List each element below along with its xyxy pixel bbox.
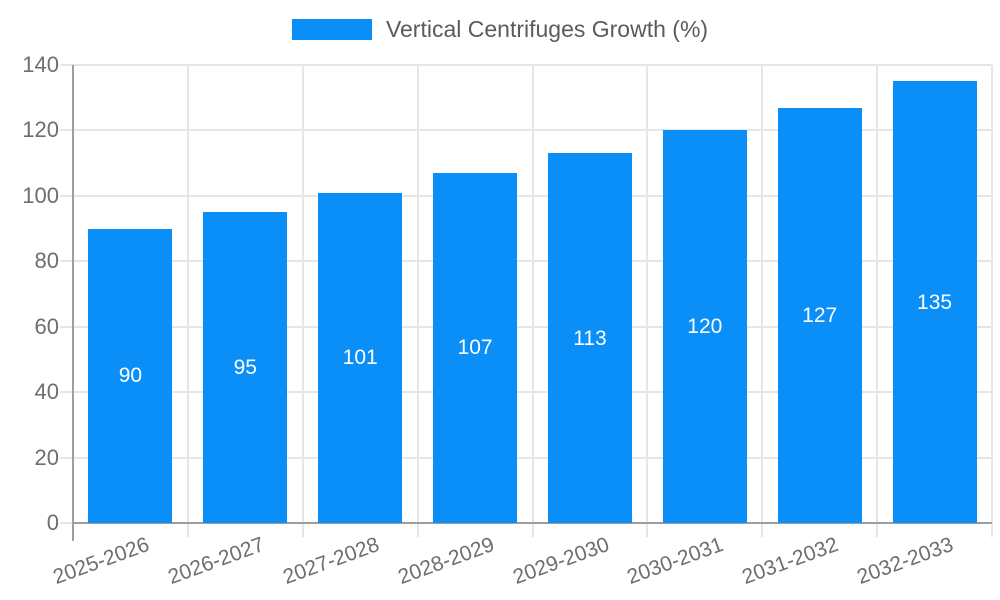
- bar[interactable]: 90: [88, 228, 173, 523]
- legend-item[interactable]: Vertical Centrifuges Growth (%): [291, 16, 709, 43]
- bar[interactable]: 95: [203, 212, 288, 523]
- bar[interactable]: 120: [662, 130, 747, 523]
- bar[interactable]: 101: [318, 192, 403, 523]
- y-tick-mark: [60, 260, 73, 263]
- x-gridline: [761, 65, 764, 537]
- x-tick-label: 2027-2028: [279, 533, 383, 589]
- x-tick-label: 2026-2027: [164, 533, 268, 589]
- bar-value-label: 120: [687, 315, 723, 339]
- x-gridline: [646, 65, 649, 537]
- x-gridline: [416, 65, 419, 537]
- y-tick-label: 140: [22, 52, 59, 77]
- x-tick-label: 2032-2033: [854, 533, 957, 589]
- x-tick-label: 2028-2029: [394, 533, 497, 589]
- y-gridline: [73, 194, 992, 197]
- y-tick-mark: [60, 325, 73, 328]
- y-tick-label: 80: [34, 248, 59, 274]
- y-tick-mark: [60, 129, 73, 132]
- legend-swatch-icon: [291, 19, 372, 40]
- bar-value-label: 90: [118, 364, 143, 388]
- y-gridline: [73, 456, 992, 459]
- bar[interactable]: 113: [547, 153, 632, 523]
- x-tick-label: 2030-2031: [624, 533, 727, 589]
- x-gridline: [301, 65, 304, 537]
- x-tick-label: 2025-2026: [50, 533, 153, 589]
- y-gridline: [73, 391, 992, 394]
- x-axis-baseline: [73, 522, 992, 524]
- y-tick-label: 100: [22, 182, 59, 208]
- y-gridline: [73, 260, 992, 263]
- y-tick-mark: [60, 64, 73, 66]
- x-gridline: [186, 65, 189, 537]
- bar[interactable]: 135: [892, 81, 977, 523]
- legend-label: Vertical Centrifuges Growth (%): [385, 16, 709, 42]
- y-tick-label: 20: [34, 444, 59, 470]
- y-tick-mark: [60, 194, 73, 197]
- y-gridline: [73, 129, 992, 132]
- plot-area: 0 20 40 60 80 100 120 140 90 2025-2026 95 2026-2027…: [22, 52, 993, 589]
- x-gridline: [991, 65, 993, 537]
- y-gridline: [73, 325, 992, 328]
- y-tick-mark: [60, 456, 73, 459]
- bar-value-label: 95: [233, 356, 257, 380]
- bar[interactable]: 107: [433, 172, 518, 523]
- x-tick-label: 2031-2032: [739, 533, 842, 589]
- y-tick-label: 60: [34, 313, 59, 339]
- y-tick-label: 40: [34, 379, 59, 405]
- y-tick-mark: [60, 522, 73, 524]
- y-tick-label: 120: [22, 117, 59, 143]
- bar-value-label: 101: [342, 346, 378, 370]
- y-tick-label: 0: [46, 510, 59, 535]
- x-gridline: [876, 65, 879, 537]
- y-tick-mark: [60, 391, 73, 394]
- bar-value-label: 135: [917, 290, 953, 314]
- bar-value-label: 107: [457, 336, 493, 360]
- bar-value-label: 113: [573, 326, 607, 350]
- bar-value-label: 127: [802, 303, 838, 327]
- legend: Vertical Centrifuges Growth (%): [0, 16, 1000, 43]
- bar[interactable]: 127: [777, 107, 862, 523]
- y-gridline: [73, 64, 992, 66]
- y-axis-line: [72, 65, 74, 541]
- x-tick-label: 2029-2030: [509, 533, 612, 589]
- x-gridline: [531, 65, 534, 537]
